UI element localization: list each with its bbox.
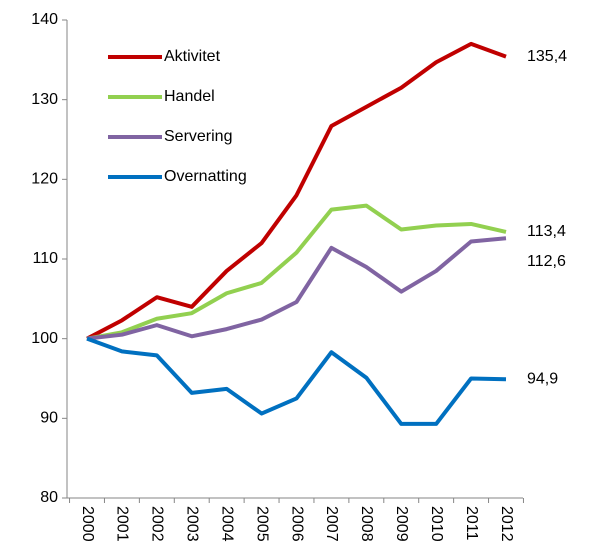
y-tick-label: 100: [31, 330, 58, 347]
value-label: 94,9: [527, 371, 558, 388]
x-tick-label: 2009: [393, 506, 410, 542]
value-label: 135,4: [527, 48, 567, 65]
line: [86, 203, 507, 341]
line: [86, 336, 507, 426]
x-tick-label: 2005: [253, 506, 270, 542]
line: [86, 236, 507, 341]
legend-label: Servering: [164, 128, 232, 145]
x-tick-label: 2008: [358, 506, 375, 542]
x-tick-label: 2012: [498, 506, 515, 542]
x-tick-label: 2001: [114, 506, 131, 542]
x-tick-label: 2000: [79, 506, 96, 542]
x-tick-label: 2010: [428, 506, 445, 542]
x-tick-label: 2004: [218, 506, 235, 542]
value-label: 112,6: [527, 253, 566, 270]
legend-label: Aktivitet: [164, 48, 221, 65]
x-tick-label: 2006: [288, 506, 305, 542]
y-tick-label: 140: [31, 11, 58, 28]
legend-label: Overnatting: [164, 168, 247, 185]
y-tick-label: 90: [40, 410, 58, 427]
value-label: 113,4: [527, 223, 566, 240]
y-tick-label: 130: [31, 91, 58, 108]
y-tick-label: 110: [32, 250, 58, 267]
y-tick-label: 80: [40, 489, 58, 506]
x-tick-label: 2002: [149, 506, 166, 542]
x-tick-label: 2011: [463, 506, 480, 541]
x-tick-label: 2003: [184, 506, 201, 542]
y-tick-label: 120: [31, 171, 58, 188]
legend-label: Handel: [164, 88, 215, 105]
x-tick-label: 2007: [323, 506, 340, 542]
line: [86, 41, 507, 341]
